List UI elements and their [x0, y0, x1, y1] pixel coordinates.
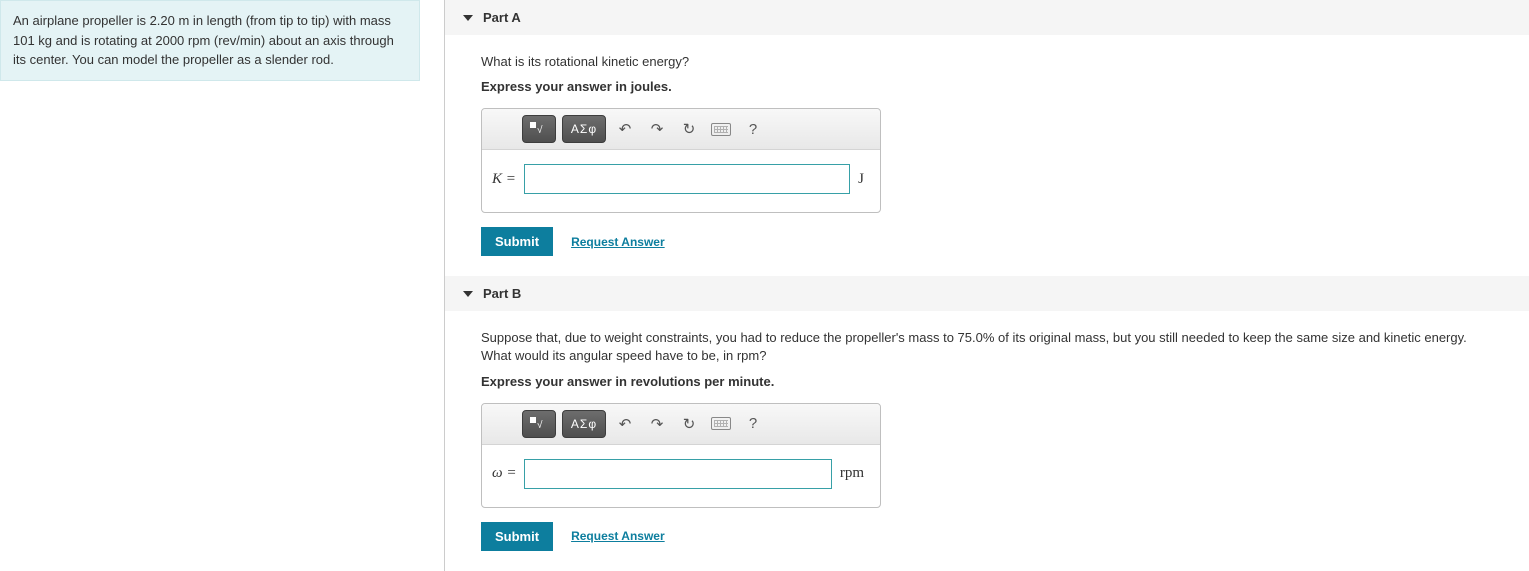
reset-icon[interactable]: ↻	[676, 116, 702, 142]
redo-icon[interactable]: ↷	[644, 411, 670, 437]
request-answer-link[interactable]: Request Answer	[571, 529, 665, 543]
part-a-input[interactable]	[524, 164, 850, 194]
answer-panel: Part A What is its rotational kinetic en…	[445, 0, 1529, 571]
part-b-title: Part B	[483, 286, 521, 301]
part-b-instruction: Express your answer in revolutions per m…	[481, 374, 1493, 389]
collapse-icon	[463, 15, 473, 21]
part-a-answer-row: K = J	[482, 150, 880, 212]
problem-panel: An airplane propeller is 2.20 m in lengt…	[0, 0, 445, 571]
undo-icon[interactable]: ↶	[612, 411, 638, 437]
part-a-question: What is its rotational kinetic energy?	[481, 53, 1493, 71]
templates-button[interactable]: √	[522, 115, 556, 143]
collapse-icon	[463, 291, 473, 297]
help-icon[interactable]: ?	[740, 411, 766, 437]
part-b-unit: rpm	[840, 465, 870, 482]
keyboard-icon[interactable]	[708, 116, 734, 142]
templates-button[interactable]: √	[522, 410, 556, 438]
part-a-header[interactable]: Part A	[445, 0, 1529, 35]
part-a-title: Part A	[483, 10, 521, 25]
keyboard-icon[interactable]	[708, 411, 734, 437]
reset-icon[interactable]: ↻	[676, 411, 702, 437]
problem-text: An airplane propeller is 2.20 m in lengt…	[13, 13, 394, 67]
part-a-unit: J	[858, 171, 870, 188]
part-b-question: Suppose that, due to weight constraints,…	[481, 329, 1493, 365]
part-a-answer-box: √ ΑΣφ ↶ ↷ ↻ ? K = J	[481, 108, 881, 213]
part-b-answer-box: √ ΑΣφ ↶ ↷ ↻ ? ω = rpm	[481, 403, 881, 508]
part-b-header[interactable]: Part B	[445, 276, 1529, 311]
submit-button[interactable]: Submit	[481, 227, 553, 256]
submit-button[interactable]: Submit	[481, 522, 553, 551]
part-b-input[interactable]	[524, 459, 831, 489]
part-a-toolbar: √ ΑΣφ ↶ ↷ ↻ ?	[482, 109, 880, 150]
part-a-body: What is its rotational kinetic energy? E…	[445, 35, 1529, 276]
part-b-body: Suppose that, due to weight constraints,…	[445, 311, 1529, 570]
part-a-variable: K =	[492, 171, 516, 188]
greek-button[interactable]: ΑΣφ	[562, 115, 606, 143]
part-a-actions: Submit Request Answer	[481, 227, 1493, 256]
greek-button[interactable]: ΑΣφ	[562, 410, 606, 438]
part-b-answer-row: ω = rpm	[482, 445, 880, 507]
part-a-instruction: Express your answer in joules.	[481, 79, 1493, 94]
problem-statement: An airplane propeller is 2.20 m in lengt…	[0, 0, 420, 81]
part-b-variable: ω =	[492, 465, 516, 482]
svg-text:√: √	[537, 419, 543, 431]
part-b-toolbar: √ ΑΣφ ↶ ↷ ↻ ?	[482, 404, 880, 445]
request-answer-link[interactable]: Request Answer	[571, 235, 665, 249]
undo-icon[interactable]: ↶	[612, 116, 638, 142]
help-icon[interactable]: ?	[740, 116, 766, 142]
redo-icon[interactable]: ↷	[644, 116, 670, 142]
svg-text:√: √	[537, 124, 543, 136]
part-b-actions: Submit Request Answer	[481, 522, 1493, 551]
